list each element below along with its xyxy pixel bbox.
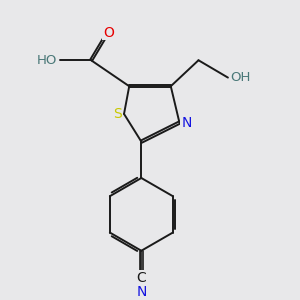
Text: C: C [136,271,146,285]
Text: O: O [103,26,114,40]
Text: HO: HO [37,54,57,67]
Text: N: N [136,285,146,299]
Text: OH: OH [231,71,251,84]
Text: N: N [181,116,191,130]
Text: S: S [113,107,122,121]
